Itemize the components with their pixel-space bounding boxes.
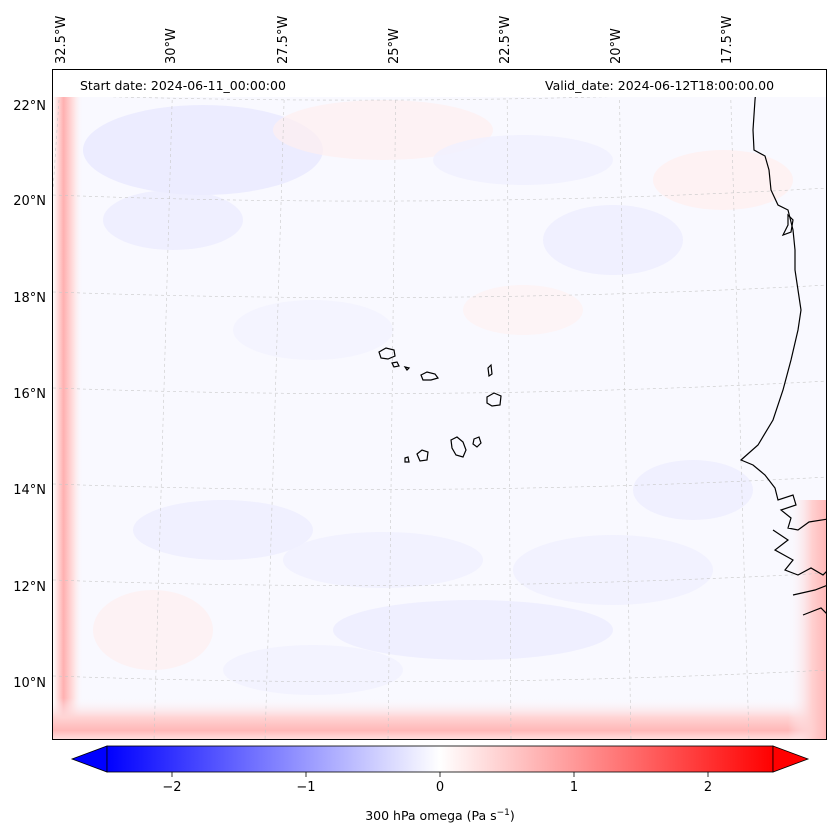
lat-label-16n: 16°N: [13, 387, 46, 402]
colorbar-title-text: 300 hPa omega (Pa s: [365, 808, 497, 824]
lat-label-12n: 12°N: [13, 580, 46, 595]
coastline-africa: [739, 70, 826, 616]
header-band: [53, 70, 826, 97]
lon-label-30w: 30°W: [164, 28, 179, 64]
cape-verde-islands: [378, 347, 502, 463]
lat-label-10n: 10°N: [13, 676, 46, 691]
colorbar-tick-marks: [171, 772, 709, 777]
omega-field-map: [53, 70, 826, 739]
start-date-label: Start date: 2024-06-11_00:00:00: [80, 78, 286, 93]
lon-label-27-5w: 27.5°W: [276, 15, 291, 64]
lon-label-32-5w: 32.5°W: [54, 15, 69, 64]
colorbar-tick-neg1: −1: [296, 780, 316, 795]
omega-field-patches: [53, 70, 826, 739]
colorbar-high-extend: [772, 745, 810, 773]
lat-label-14n: 14°N: [13, 483, 46, 498]
lon-label-25w: 25°W: [387, 28, 402, 64]
lon-label-22-5w: 22.5°W: [498, 15, 513, 64]
colorbar-tick-2: 2: [703, 780, 713, 795]
lon-label-17-5w: 17.5°W: [720, 15, 735, 64]
colorbar-tick-0: 0: [435, 780, 445, 795]
map-plot-area[interactable]: [52, 69, 827, 740]
colorbar-gradient: [106, 745, 774, 773]
colorbar-title-close: ): [509, 808, 515, 824]
colorbar-title-exponent: −1: [496, 808, 510, 818]
colorbar-tick-neg2: −2: [162, 780, 182, 795]
lat-label-22n: 22°N: [13, 99, 46, 114]
valid-date-label: Valid_date: 2024-06-12T18:00:00.00: [545, 78, 775, 93]
colorbar-tick-1: 1: [569, 780, 579, 795]
colorbar-low-extend: [70, 745, 108, 773]
lat-label-18n: 18°N: [13, 291, 46, 306]
colorbar: [70, 745, 810, 777]
colorbar-title: 300 hPa omega (Pa s−1): [365, 808, 515, 823]
lon-label-20w: 20°W: [609, 28, 624, 64]
lat-label-20n: 20°N: [13, 194, 46, 209]
